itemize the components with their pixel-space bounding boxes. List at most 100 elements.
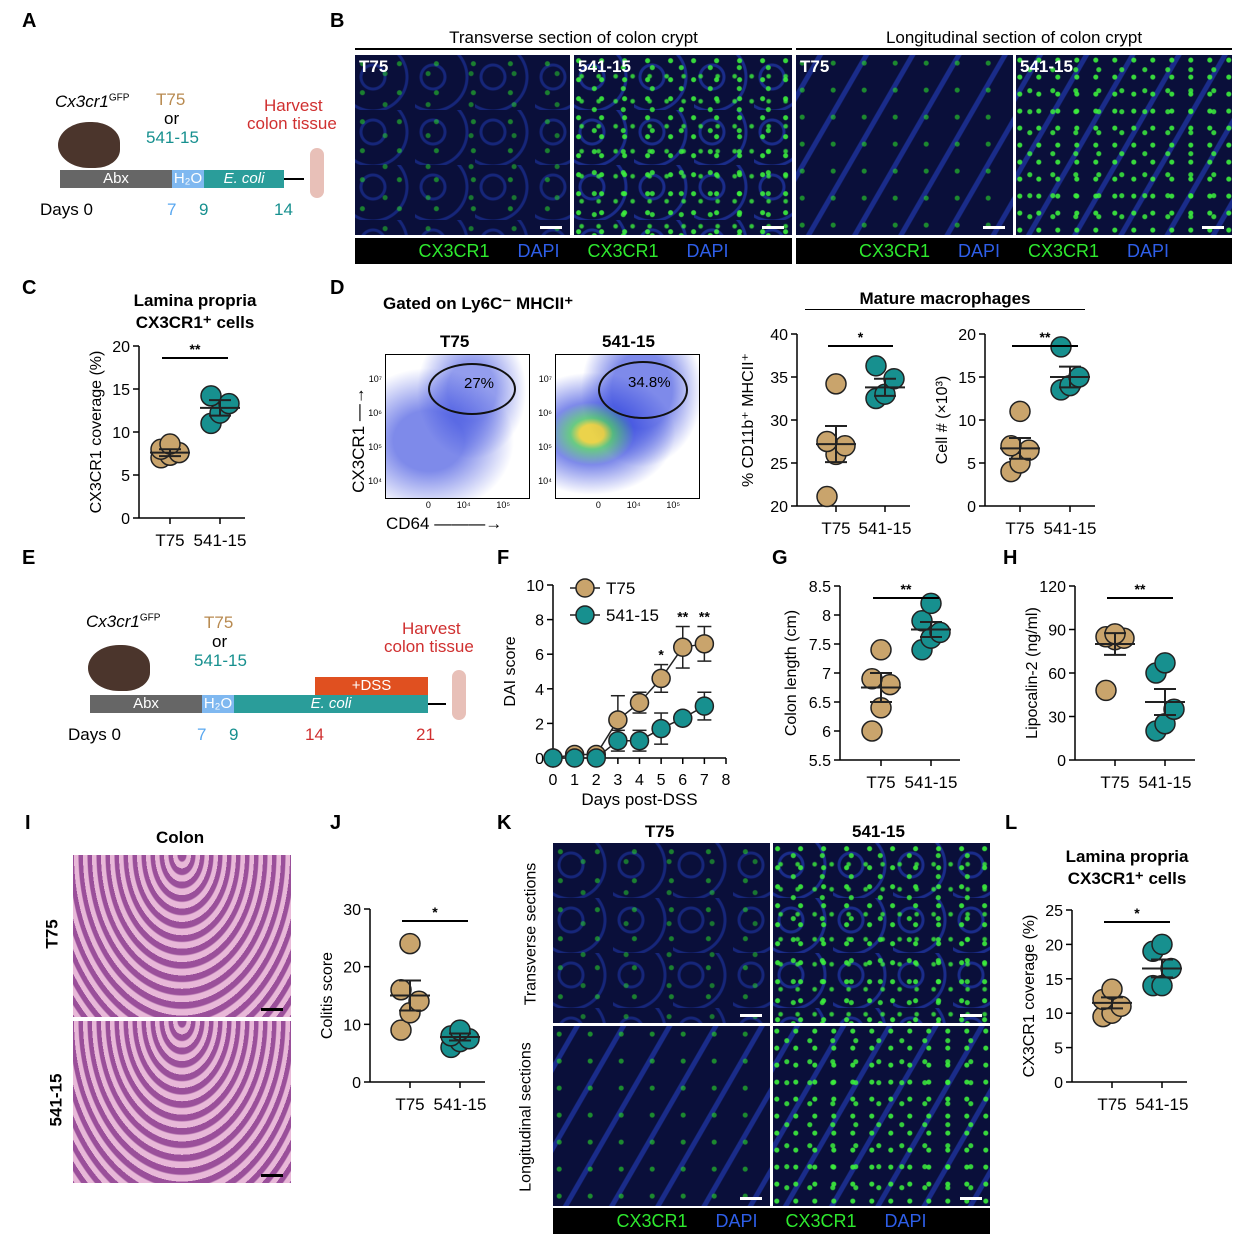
day-9: 9 [199,200,209,219]
image-label: 541-15 [578,57,631,76]
panel-label-b: B [330,10,345,32]
mouse-strain: Cx3cr1GFP [86,612,161,631]
day-14: 14 [274,200,293,219]
y-tick-label: 5.5 [809,753,831,770]
panel-label-l: L [1005,812,1018,834]
x-tick-label: 541-15 [1136,1095,1189,1114]
y-tick-label: 2 [535,716,544,733]
y-axis-label: CX3CR1 coverage (%) [1021,915,1038,1078]
stain-cx3cr1: CX3CR1 [587,240,659,261]
scale-bar [740,1197,762,1200]
y-tick-label: 6.5 [809,695,831,712]
x-tick-label: T75 [821,519,850,538]
legend-marker [575,578,595,598]
data-point [651,668,671,689]
y-tick-label: 25 [770,456,788,473]
flow-yticks: 10⁷ 10⁶ 10⁵ 10⁴ [538,374,552,486]
x-tick-label: 1 [570,772,579,789]
x-tick-label: 4 [635,772,644,789]
data-point [408,990,430,1013]
x-tick-label: 7 [700,772,709,789]
data-point [825,373,847,395]
abx-bar: Abx [60,170,172,188]
y-tick-label: 7.5 [809,637,831,654]
data-point [920,592,942,615]
data-point [673,708,693,728]
flow-xticks: 0 10⁴ 10⁵ [595,500,681,510]
stain-legend: CX3CR1 DAPI CX3CR1 DAPI [355,238,792,264]
y-axis-label: Lipocalin-2 (ng/ml) [1024,607,1041,739]
harvest-label: Harvest [264,96,323,115]
gate-percent: 27% [464,375,495,392]
data-point [694,696,715,716]
data-point [911,610,933,632]
significance-label: * [1134,905,1140,921]
data-point [390,978,412,1001]
y-tick-label: 5 [121,468,130,485]
x-tick-label: 541-15 [1044,519,1097,538]
y-tick-label: 25 [1045,903,1063,920]
stain-dapi: DAPI [517,240,560,261]
colon-icon [452,670,466,720]
chart-title: CX3CR1⁺ cells [1068,869,1187,888]
flow-xlabel: CD64 ———→ [386,514,503,533]
data-point [816,485,838,508]
harvest-label-2: colon tissue [384,637,474,656]
day-7: 7 [167,200,177,219]
data-point [694,634,715,654]
y-axis-label: DAI score [502,636,519,706]
gating-title: Gated on Ly6C⁻ MHCII⁺ [383,294,574,313]
data-point [543,748,563,768]
harvest-label-2: colon tissue [247,114,337,133]
panel-label-g: G [772,547,788,569]
h2o-bar: H₂O [202,695,234,713]
day-0: Days 0 [68,725,121,744]
x-tick-label: 541-15 [194,531,247,550]
y-tick-label: 10 [343,1017,361,1034]
flow-plot-541: 34.8% [555,354,700,499]
harvest-label: Harvest [402,619,461,638]
flow-plot-t75: 27% [385,354,530,499]
y-tick-label: 0 [1057,753,1066,770]
gate-percent: 34.8% [628,374,671,391]
x-tick-label: 0 [549,772,558,789]
data-point [816,430,838,453]
scale-bar [540,226,562,229]
scale-bar [261,1174,283,1177]
panel-label-a: A [22,10,37,32]
y-tick-label: 15 [958,370,976,387]
y-tick-label: 10 [1045,1006,1063,1023]
data-point [879,673,901,696]
strain-541: 541-15 [194,651,247,670]
strain-t75: T75 [156,90,186,109]
data-point [861,720,883,742]
significance-label: * [658,647,664,663]
data-point [608,710,628,730]
panel-label-k: K [497,812,512,834]
data-point [834,435,856,457]
data-point [1101,978,1123,1000]
image-label: T75 [359,57,389,76]
y-axis-label: CX3CR1 coverage (%) [88,351,105,514]
y-tick-label: 15 [112,382,130,399]
panel-label-h: H [1003,547,1018,569]
dss-bar: +DSS [315,677,428,695]
stain-legend: CX3CR1 DAPI CX3CR1 DAPI [796,238,1232,264]
micrograph: 541-15 [1016,55,1232,235]
significance-label: ** [1040,329,1051,345]
y-tick-label: 0 [1054,1075,1063,1092]
x-tick-label: 2 [592,772,601,789]
significance-label: ** [190,341,201,357]
panel-label-f: F [497,547,510,569]
y-tick-label: 10 [112,425,130,442]
data-point [218,392,240,415]
data-point [200,385,222,407]
flow-label-t75: T75 [440,332,470,351]
legend-marker [575,605,595,625]
stain-dapi: DAPI [1127,240,1170,261]
y-tick-label: 15 [1045,972,1063,989]
y-axis-label: Colitis score [319,952,336,1039]
micrograph: 541-15 [574,55,792,235]
y-tick-label: 30 [1048,710,1066,727]
significance-label: ** [699,609,710,625]
